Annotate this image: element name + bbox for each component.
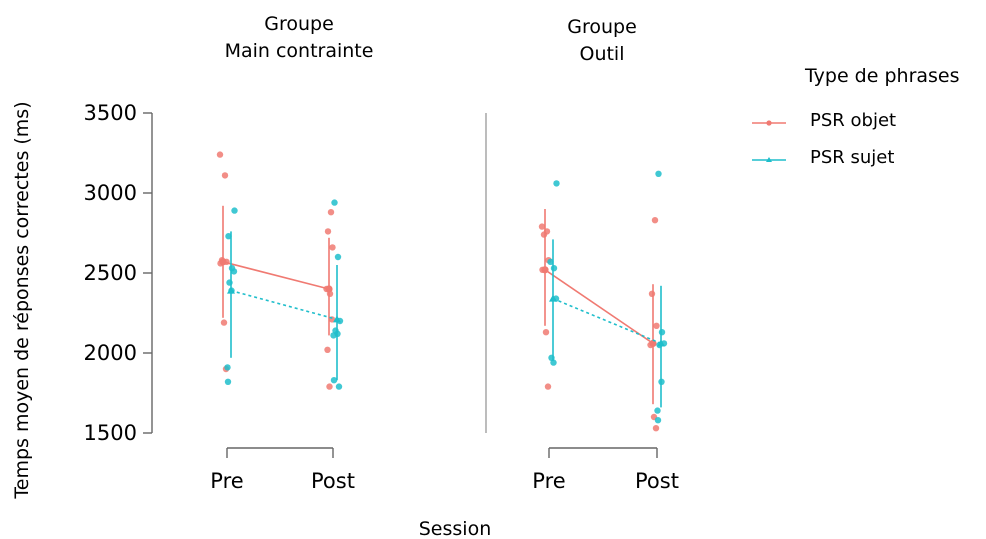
legend-label-psr-sujet: PSR sujet	[810, 147, 894, 168]
legend-item-psr-objet: PSR objet	[752, 110, 896, 131]
x-axis-title: Session	[419, 518, 492, 539]
mean-marker-psr-sujet	[333, 315, 341, 323]
data-point-psr-sujet	[231, 207, 238, 214]
data-point-psr-sujet	[224, 364, 231, 371]
mean-marker-psr-sujet	[549, 294, 557, 302]
y-tick-label: 2000	[84, 341, 137, 365]
mean-marker-psr-objet	[219, 258, 227, 266]
data-point-psr-sujet	[658, 329, 666, 336]
data-point-psr-objet	[324, 346, 331, 353]
x-tick-label: Post	[311, 469, 355, 493]
mean-line-psr-sujet	[230, 289, 338, 321]
data-point-psr-objet	[324, 228, 332, 235]
data-point-psr-sujet	[655, 170, 662, 177]
data-point-psr-sujet	[330, 377, 338, 384]
data-point-psr-sujet	[553, 180, 560, 187]
data-point-psr-sujet	[225, 233, 232, 240]
mean-line-psr-objet	[222, 261, 330, 290]
data-point-psr-sujet	[230, 268, 238, 275]
data-point-psr-sujet	[654, 417, 662, 424]
data-point-psr-objet	[221, 172, 229, 179]
mean-line-psr-objet	[544, 269, 654, 345]
data-point-psr-objet	[326, 383, 333, 390]
y-tick-label: 3500	[84, 101, 137, 125]
data-point-psr-objet	[329, 244, 336, 251]
y-tick-label: 3000	[84, 181, 137, 205]
y-tick-label: 1500	[84, 421, 137, 445]
x-tick-label: Pre	[210, 469, 243, 493]
data-point-psr-objet	[653, 322, 660, 329]
data-point-psr-objet	[538, 223, 546, 230]
mean-marker-psr-objet	[325, 285, 333, 293]
data-point-psr-sujet	[547, 258, 554, 265]
data-point-psr-sujet	[334, 253, 342, 261]
data-point-psr-sujet	[224, 378, 232, 385]
legend-marker-psr-sujet	[766, 157, 772, 162]
legend-title: Type de phrases	[804, 65, 960, 87]
mean-marker-psr-objet	[541, 266, 549, 274]
legend-label-psr-objet: PSR objet	[810, 110, 896, 131]
data-point-psr-objet	[648, 290, 656, 297]
mean-marker-psr-sujet	[227, 286, 235, 294]
data-point-psr-sujet	[654, 407, 661, 414]
data-point-psr-sujet	[550, 265, 558, 272]
data-point-psr-objet	[220, 319, 228, 326]
data-point-psr-objet	[651, 217, 659, 224]
mean-line-psr-sujet	[552, 297, 662, 345]
data-point-psr-objet	[542, 329, 550, 336]
plot-area: Pre Post Pre Post	[210, 151, 679, 493]
data-point-psr-sujet	[550, 359, 557, 366]
x-tick-label: Post	[635, 469, 679, 493]
data-point-psr-objet	[540, 231, 548, 238]
x-tick-label: Pre	[532, 469, 565, 493]
data-point-psr-objet	[327, 209, 335, 216]
legend-marker-psr-objet	[766, 120, 772, 126]
y-axis-title: Temps moyen de réponses correctes (ms)	[11, 101, 33, 499]
y-tick-label: 2500	[84, 261, 137, 285]
panel-1-title-line2: Main contrainte	[225, 40, 374, 62]
data-point-psr-objet	[652, 425, 660, 432]
panel-2-title-line1: Groupe	[567, 16, 637, 38]
data-point-psr-sujet	[335, 383, 343, 390]
mean-marker-psr-sujet	[657, 339, 665, 347]
legend: Type de phrases PSR objet PSR sujet	[752, 65, 960, 168]
panel-1-title-line1: Groupe	[264, 13, 334, 35]
data-point-psr-objet	[216, 151, 224, 158]
data-point-psr-sujet	[330, 332, 337, 339]
y-axis: 1500 2000 2500 3000 3500	[84, 101, 153, 445]
data-point-psr-objet	[544, 383, 552, 390]
panel-2-title-line2: Outil	[579, 43, 624, 65]
data-point-psr-sujet	[331, 199, 338, 206]
legend-item-psr-sujet: PSR sujet	[752, 147, 894, 168]
